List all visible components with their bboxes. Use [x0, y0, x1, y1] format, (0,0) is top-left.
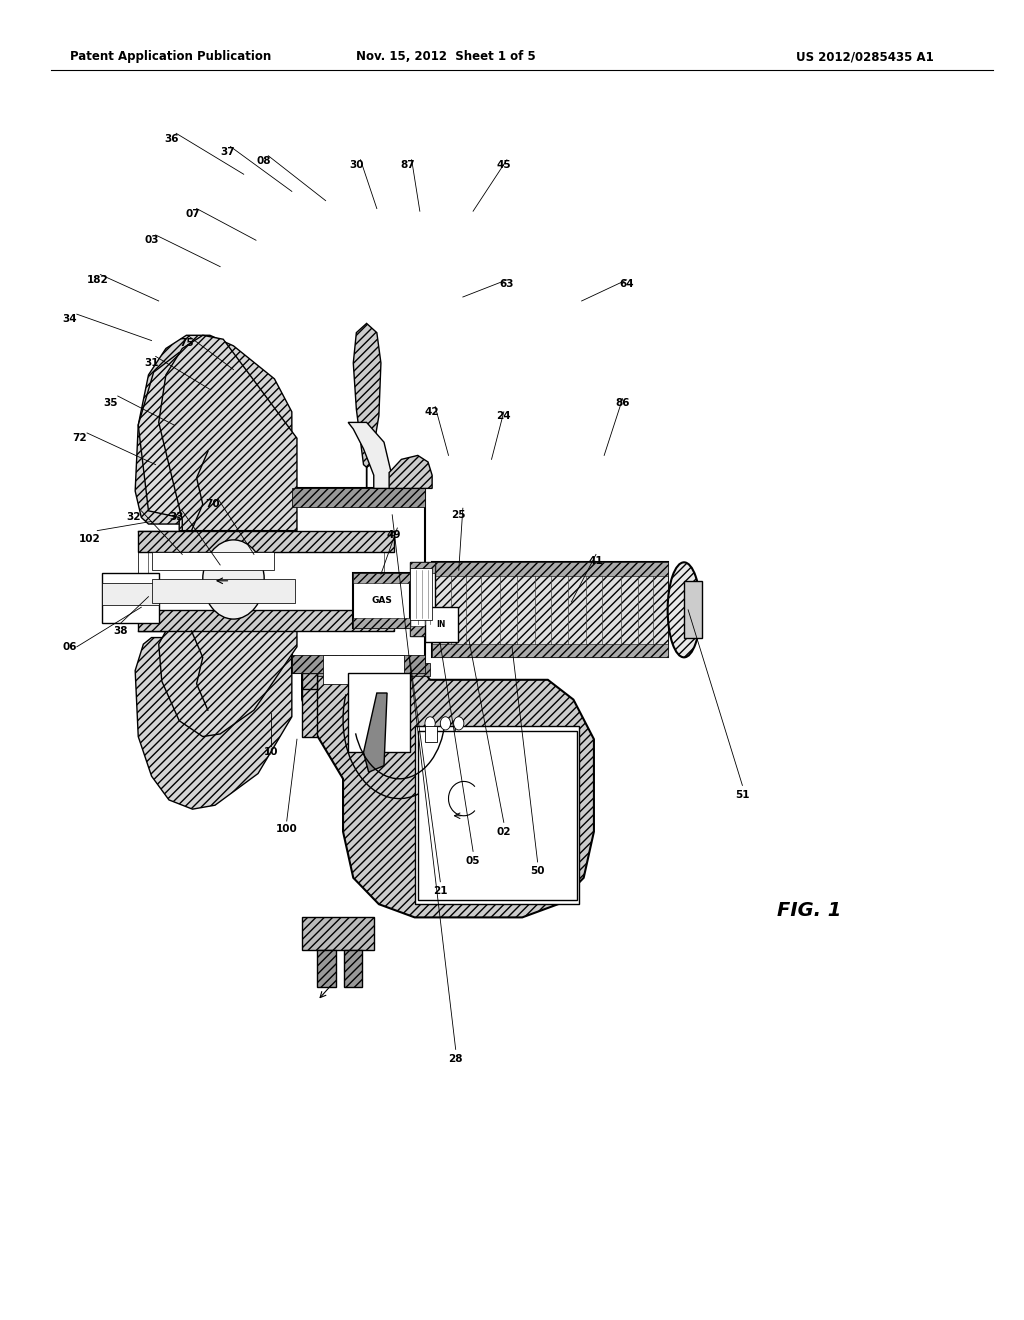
Bar	[425, 726, 437, 742]
Text: 06: 06	[62, 642, 77, 652]
Text: 41: 41	[589, 556, 603, 566]
Polygon shape	[389, 455, 432, 488]
Bar	[138, 552, 394, 610]
Bar	[302, 673, 317, 689]
Bar	[317, 950, 336, 987]
Circle shape	[440, 717, 451, 730]
Polygon shape	[353, 618, 410, 628]
Ellipse shape	[668, 562, 700, 657]
Text: 64: 64	[620, 279, 634, 289]
Bar	[425, 607, 458, 642]
Text: IN: IN	[436, 620, 446, 628]
Polygon shape	[292, 655, 425, 673]
Text: 08: 08	[257, 156, 271, 166]
Bar	[684, 581, 702, 639]
Polygon shape	[410, 562, 435, 573]
Text: 21: 21	[433, 886, 447, 896]
Polygon shape	[353, 323, 381, 488]
Text: 45: 45	[497, 160, 511, 170]
Bar	[302, 663, 430, 676]
Text: 35: 35	[103, 397, 118, 408]
Polygon shape	[432, 562, 668, 576]
Text: 72: 72	[73, 433, 87, 444]
Bar	[353, 573, 410, 628]
Bar	[432, 562, 668, 657]
Bar	[152, 579, 295, 603]
Text: 75: 75	[179, 338, 194, 348]
Polygon shape	[138, 531, 394, 552]
Text: 03: 03	[144, 235, 159, 246]
Polygon shape	[138, 352, 297, 531]
Bar	[410, 568, 432, 620]
Text: 86: 86	[615, 397, 630, 408]
Text: 28: 28	[449, 1053, 463, 1064]
Bar	[323, 655, 404, 684]
Text: 42: 42	[425, 407, 439, 417]
Text: 182: 182	[86, 275, 109, 285]
Polygon shape	[364, 693, 387, 772]
Bar	[344, 950, 362, 987]
Bar	[302, 673, 317, 737]
Text: 70: 70	[206, 499, 220, 510]
Bar	[152, 552, 274, 570]
Text: 37: 37	[220, 147, 234, 157]
Polygon shape	[292, 488, 425, 507]
Bar	[102, 583, 159, 605]
Polygon shape	[432, 644, 668, 657]
Text: 63: 63	[500, 279, 514, 289]
Bar	[418, 731, 577, 900]
Bar	[415, 726, 579, 904]
Bar	[302, 917, 374, 950]
Circle shape	[425, 717, 435, 730]
Text: 49: 49	[387, 529, 401, 540]
Polygon shape	[135, 335, 292, 524]
Text: 05: 05	[466, 855, 480, 866]
Polygon shape	[432, 562, 668, 657]
Text: 24: 24	[497, 411, 511, 421]
Bar	[148, 549, 384, 612]
Polygon shape	[410, 626, 435, 636]
Text: Nov. 15, 2012  Sheet 1 of 5: Nov. 15, 2012 Sheet 1 of 5	[355, 50, 536, 63]
Polygon shape	[159, 335, 297, 531]
Circle shape	[203, 540, 264, 619]
Bar	[292, 488, 425, 673]
Text: 33: 33	[169, 512, 183, 523]
Text: FIG. 1: FIG. 1	[777, 902, 841, 920]
Polygon shape	[302, 673, 594, 917]
Text: 34: 34	[62, 314, 77, 325]
Polygon shape	[135, 638, 292, 809]
Polygon shape	[353, 573, 410, 583]
Text: 07: 07	[185, 209, 200, 219]
Text: 51: 51	[735, 789, 750, 800]
Text: Patent Application Publication: Patent Application Publication	[70, 50, 271, 63]
Bar	[102, 573, 159, 623]
Text: 31: 31	[144, 358, 159, 368]
Text: 87: 87	[400, 160, 415, 170]
Text: 102: 102	[79, 533, 101, 544]
Bar	[348, 673, 410, 752]
Text: 32: 32	[126, 512, 140, 523]
Text: GAS: GAS	[371, 597, 392, 605]
Text: US 2012/0285435 A1: US 2012/0285435 A1	[797, 50, 934, 63]
Text: 100: 100	[275, 824, 298, 834]
Text: 38: 38	[114, 626, 128, 636]
Text: 36: 36	[165, 133, 179, 144]
Text: 02: 02	[497, 826, 511, 837]
Polygon shape	[348, 422, 391, 488]
Circle shape	[454, 717, 464, 730]
Text: 50: 50	[530, 866, 545, 876]
Text: 10: 10	[264, 747, 279, 758]
Bar	[410, 562, 435, 636]
Text: 25: 25	[452, 510, 466, 520]
Polygon shape	[138, 610, 394, 631]
Polygon shape	[159, 631, 297, 737]
Text: 30: 30	[349, 160, 364, 170]
